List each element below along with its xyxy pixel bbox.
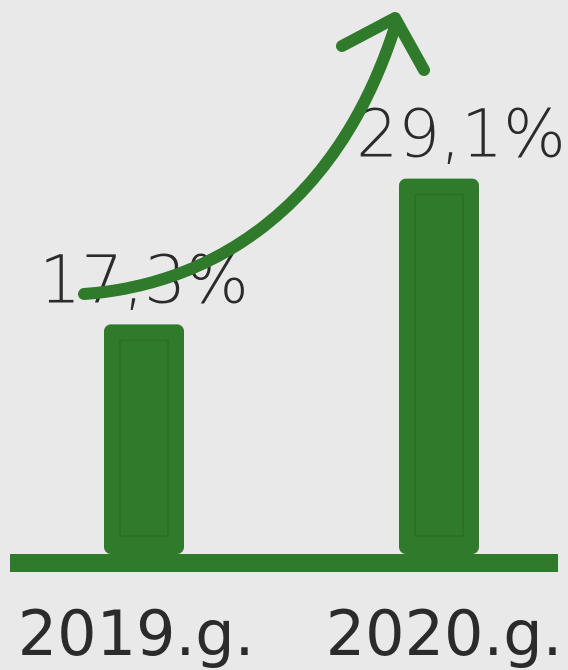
bar-2020-g (399, 178, 479, 555)
trend-arrow-icon (78, 12, 430, 300)
x-axis-baseline (10, 554, 558, 572)
bar-inner-outline (119, 339, 169, 537)
bar-2019-g (104, 324, 184, 554)
bar-inner-outline (414, 193, 464, 537)
x-tick-label: 2020.g. (326, 597, 563, 670)
trend-arrow-curve (78, 24, 400, 300)
trend-arrow-head (336, 12, 430, 76)
x-tick-label: 2019.g. (18, 597, 255, 670)
data-label: 29,1% (356, 96, 566, 173)
